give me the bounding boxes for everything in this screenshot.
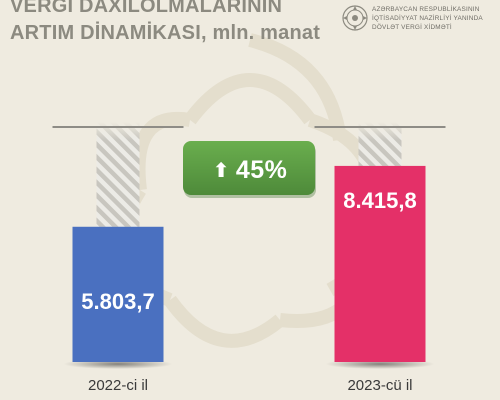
organization-line-1: AZƏRBAYCAN RESPUBLİKASININ: [372, 6, 480, 13]
up-arrow-icon: ⬆: [212, 159, 230, 182]
category-label-1: 2023-cü il: [347, 377, 412, 394]
title-line-2: ARTIM DİNAMİKASI, mln. manat: [10, 20, 320, 47]
bar-1: [334, 165, 426, 362]
organization-name: AZƏRBAYCAN RESPUBLİKASININ İQTİSADİYYAT …: [372, 5, 483, 32]
bar-guide-fade-1: [358, 122, 402, 140]
bar-guide-fade-0: [96, 122, 140, 140]
title-line-2-text: ARTIM DİNAMİKASI,: [10, 22, 207, 44]
title-unit: mln. manat: [212, 22, 321, 44]
growth-badge-label: ⬆ 45%: [183, 141, 317, 199]
chart-title: VERGİ DAXİLOLMALARININ ARTIM DİNAMİKASI,…: [10, 0, 320, 47]
title-line-1: VERGİ DAXİLOLMALARININ: [10, 0, 283, 17]
value-label-0: 5.803,7: [81, 289, 154, 314]
growth-badge-shape: [183, 141, 316, 198]
growth-badge: ⬆ 45%: [183, 141, 317, 199]
bar-0: [72, 226, 164, 362]
growth-value: 45%: [235, 155, 288, 184]
value-label-1: 8.415,8: [343, 188, 416, 213]
organization-line-2: İQTİSADİYYAT NAZİRLİYİ YANINDA: [372, 15, 483, 22]
category-label-0: 2022-ci il: [88, 377, 148, 394]
emblem-icon: [342, 5, 368, 31]
organization-line-3: DÖVLƏT VERGİ XİDMƏTİ: [372, 24, 452, 31]
